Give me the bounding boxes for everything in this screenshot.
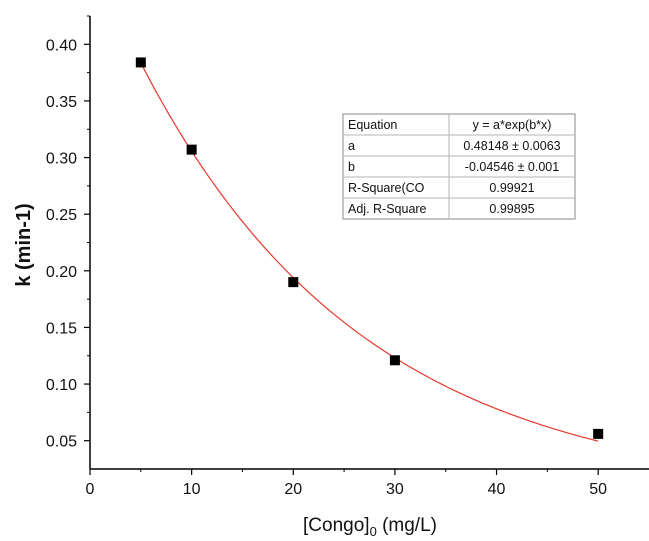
x-axis-title: [Congo]0 (mg/L) xyxy=(303,515,437,539)
y-ticks: 0.05 0.10 0.15 0.20 0.25 0.30 0.35 0.40 xyxy=(46,15,90,451)
data-point xyxy=(186,144,197,155)
table-param-name: Adj. R-Square xyxy=(348,202,427,216)
x-axis-title-main: [Congo] xyxy=(303,515,370,536)
table-param-name: R-Square(CO xyxy=(348,181,425,195)
y-tick-label: 0.15 xyxy=(46,320,77,337)
x-tick-label: 10 xyxy=(183,481,201,498)
data-point xyxy=(593,428,604,439)
table-param-value: y = a*exp(b*x) xyxy=(473,118,552,132)
x-tick-label: 20 xyxy=(284,481,302,498)
x-tick-label: 40 xyxy=(488,481,506,498)
table-param-value: 0.48148 ± 0.0063 xyxy=(463,139,560,153)
x-tick-label: 30 xyxy=(386,481,404,498)
table-border xyxy=(342,113,576,220)
x-axis-title-unit: (mg/L) xyxy=(377,515,437,536)
x-axis-title-subscript: 0 xyxy=(370,524,377,539)
table-param-name: a xyxy=(348,139,355,153)
x-tick-label: 0 xyxy=(86,481,95,498)
y-tick-label: 0.10 xyxy=(46,377,77,394)
fit-curve-layer xyxy=(140,62,599,442)
y-tick-label: 0.40 xyxy=(46,37,77,54)
fit-curve xyxy=(140,62,599,442)
table-param-value: -0.04546 ± 0.001 xyxy=(465,160,559,174)
x-ticks: 0 10 20 30 40 50 xyxy=(86,469,607,498)
y-tick-label: 0.35 xyxy=(46,94,77,111)
y-tick-label: 0.20 xyxy=(46,264,77,281)
y-tick-label: 0.25 xyxy=(46,207,77,224)
x-tick-label: 50 xyxy=(589,481,607,498)
table-param-value: 0.99895 xyxy=(489,202,534,216)
y-tick-label: 0.30 xyxy=(46,151,77,168)
data-point xyxy=(288,277,299,288)
y-axis-title: k (min-1) xyxy=(13,203,35,286)
axes xyxy=(89,16,649,470)
table-param-name: b xyxy=(348,160,355,174)
table-param-value: 0.99921 xyxy=(489,181,534,195)
data-point xyxy=(135,57,146,68)
table-param-name: Equation xyxy=(348,118,397,132)
fit-parameter-table: Equation y = a*exp(b*x) a 0.48148 ± 0.0063 b… xyxy=(342,113,576,220)
data-points xyxy=(135,57,604,439)
data-point xyxy=(389,355,400,366)
y-tick-label: 0.05 xyxy=(46,434,77,451)
